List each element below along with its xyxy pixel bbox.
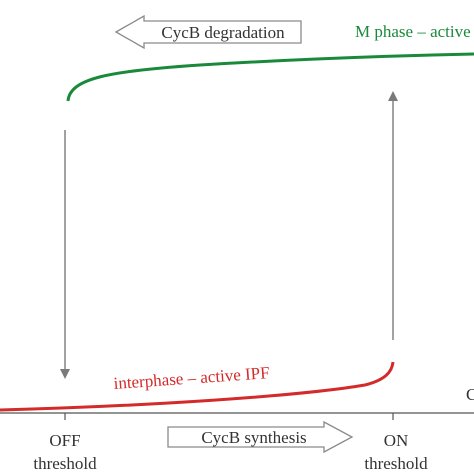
cycb-synthesis-label: CycB synthesis [201, 428, 306, 447]
cycb-degradation-block-arrow [114, 14, 302, 50]
interphase-label: interphase – active IPF [113, 363, 270, 393]
off-threshold-label: threshold [33, 454, 97, 473]
cycb-degradation-label: CycB degradation [161, 23, 285, 42]
on-label: ON [384, 431, 409, 450]
m-phase-label: M phase – active MPF [355, 22, 474, 41]
off-label: OFF [49, 431, 80, 450]
interphase-curve [0, 361, 395, 412]
on-threshold-label: threshold [364, 454, 428, 473]
axis-end-label: C [466, 385, 474, 404]
m-phase-curve [66, 52, 474, 102]
cycb-synthesis-block-arrow [167, 420, 354, 454]
